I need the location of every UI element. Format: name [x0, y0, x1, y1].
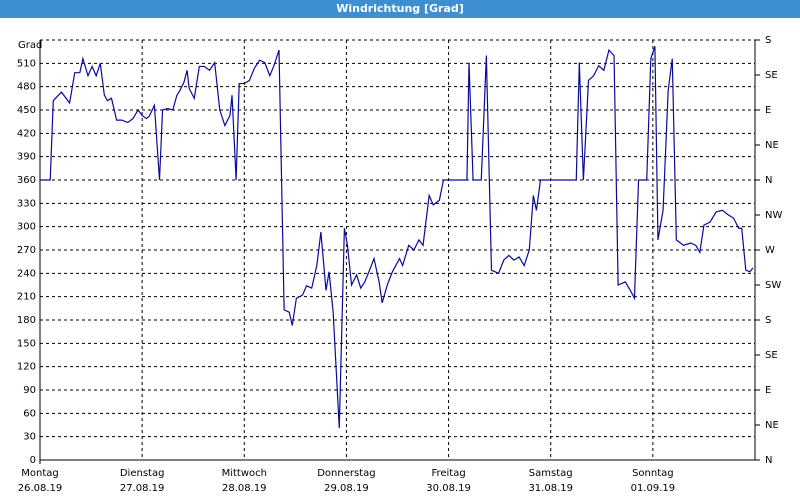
y2-tick-label: E	[765, 385, 771, 396]
x-tick-date: 29.08.19	[324, 483, 369, 494]
data-line	[40, 46, 754, 429]
y-axis-label: Grad	[18, 40, 42, 51]
y-tick-label: 30	[23, 432, 36, 443]
y2-tick-label: E	[765, 105, 771, 116]
y-tick-label: 510	[17, 58, 36, 69]
y-tick-label: 480	[17, 82, 36, 93]
y-tick-label: 120	[17, 362, 36, 373]
title-bar: Windrichtung [Grad]	[0, 0, 800, 18]
y2-tick-label: N	[765, 455, 772, 466]
y-tick-label: 450	[17, 105, 36, 116]
y2-tick-label: S	[765, 315, 771, 326]
x-tick-label: Freitag	[431, 468, 465, 479]
x-tick-date: 31.08.19	[528, 483, 573, 494]
y2-tick-label: W	[765, 245, 775, 256]
y-tick-label: 240	[17, 268, 36, 279]
y2-tick-label: NE	[765, 420, 779, 431]
x-tick-label: Montag	[21, 468, 58, 479]
x-tick-date: 28.08.19	[222, 483, 267, 494]
x-tick-date: 27.08.19	[120, 483, 165, 494]
x-tick-label: Samstag	[529, 468, 573, 479]
y-tick-label: 0	[30, 455, 36, 466]
x-tick-date: 01.09.19	[631, 483, 676, 494]
y2-tick-label: S	[765, 35, 771, 46]
x-tick-label: Mittwoch	[222, 468, 267, 479]
y-tick-label: 330	[17, 198, 36, 209]
y-tick-label: 60	[23, 408, 36, 419]
y-tick-label: 210	[17, 292, 36, 303]
y-tick-label: 360	[17, 175, 36, 186]
y2-tick-label: SW	[765, 280, 781, 291]
y-tick-label: 420	[17, 128, 36, 139]
y-tick-label: 270	[17, 245, 36, 256]
y2-tick-label: NW	[765, 210, 782, 221]
y2-tick-label: NE	[765, 140, 779, 151]
y-tick-label: 390	[17, 152, 36, 163]
y2-tick-label: SE	[765, 350, 778, 361]
y-tick-label: 180	[17, 315, 36, 326]
y2-tick-label: SE	[765, 70, 778, 81]
x-tick-label: Dienstag	[120, 468, 165, 479]
x-tick-label: Sonntag	[632, 468, 674, 479]
y-tick-label: 150	[17, 338, 36, 349]
y-tick-label: 90	[23, 385, 36, 396]
y-tick-label: 300	[17, 222, 36, 233]
y2-tick-label: N	[765, 175, 772, 186]
x-tick-date: 26.08.19	[18, 483, 63, 494]
x-tick-label: Donnerstag	[317, 468, 375, 479]
x-tick-date: 30.08.19	[426, 483, 471, 494]
